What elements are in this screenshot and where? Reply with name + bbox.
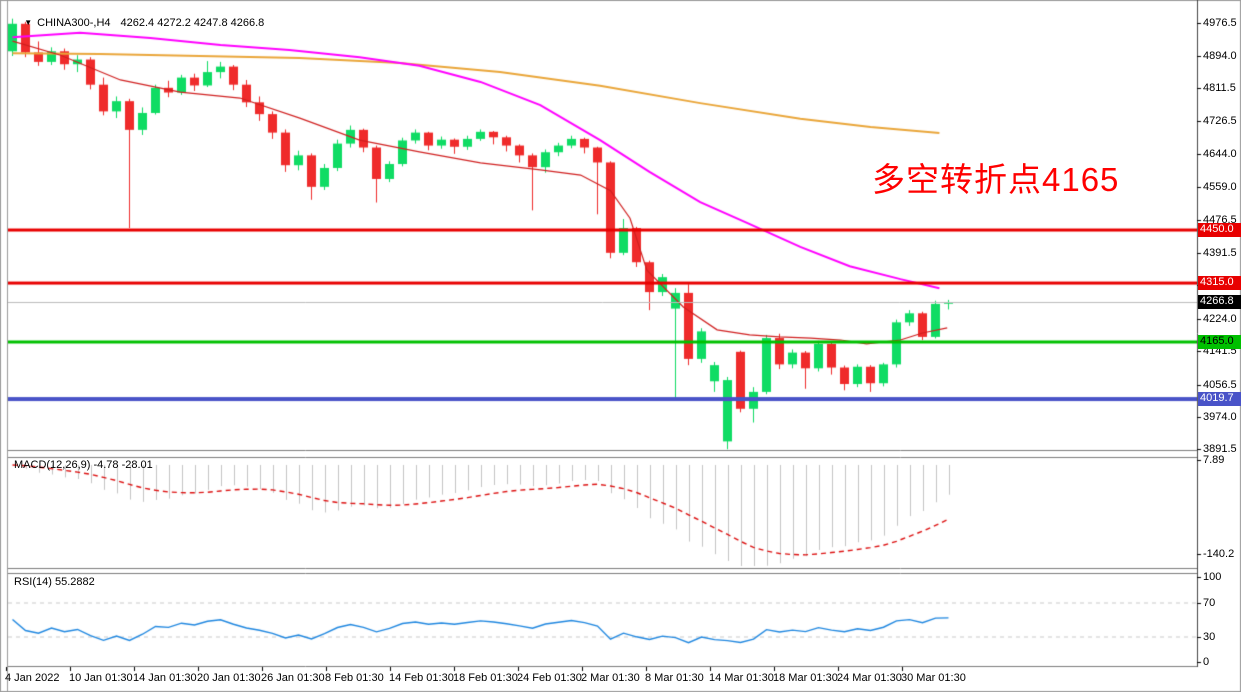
time-tick-label: 8 Mar 01:30 xyxy=(645,672,704,684)
time-tick-label: 24 Mar 01:30 xyxy=(837,672,902,684)
chart-title: ▼ CHINA300-,H4 4262.4 4272.2 4247.8 4266.8 xyxy=(12,5,264,41)
rsi-tick-label: 0 xyxy=(1203,656,1210,668)
time-tick-label: 8 Feb 01:30 xyxy=(325,672,384,684)
annotation-text: 多空转折点4165 xyxy=(872,161,1120,198)
collapse-triangle-icon[interactable]: ▼ xyxy=(24,18,33,27)
price-line-badge[interactable]: 4315.0 xyxy=(1198,276,1241,291)
price-tick-label: 4559.0 xyxy=(1203,181,1237,194)
price-tick-label: 4056.5 xyxy=(1203,378,1237,391)
time-tick-label: 14 Feb 01:30 xyxy=(389,672,454,684)
ohlc-values-label: 4262.4 4272.2 4247.8 4266.8 xyxy=(120,17,265,29)
current-price-badge: 4266.8 xyxy=(1198,295,1241,309)
time-tick-label: 10 Jan 01:30 xyxy=(69,672,133,684)
price-line-badge[interactable]: 4165.0 xyxy=(1198,334,1241,349)
time-tick-label: 26 Jan 01:30 xyxy=(261,672,325,684)
time-tick-label: 4 Jan 2022 xyxy=(5,672,60,684)
price-tick-label: 4644.0 xyxy=(1203,147,1237,160)
time-tick-label: 24 Feb 01:30 xyxy=(517,672,582,684)
symbol-label: CHINA300-,H4 xyxy=(37,17,111,29)
price-tick-label: 4391.5 xyxy=(1203,247,1237,259)
price-tick-label: 4726.5 xyxy=(1203,115,1237,128)
macd-tick-label: 7.89 xyxy=(1203,453,1225,466)
rsi-tick-label: 30 xyxy=(1203,630,1216,643)
macd-label: MACD(12,26,9) -4.78 -28.01 xyxy=(14,459,153,471)
price-tick-label: 4811.5 xyxy=(1203,82,1236,94)
price-line-badge[interactable]: 4019.7 xyxy=(1198,392,1241,407)
price-tick-label: 4976.5 xyxy=(1203,17,1237,30)
price-tick-label: 3891.5 xyxy=(1203,443,1237,456)
time-tick-label: 14 Mar 01:30 xyxy=(709,672,774,684)
price-tick-label: 4224.0 xyxy=(1203,312,1237,325)
macd-tick-label: -140.2 xyxy=(1203,547,1235,560)
rsi-tick-label: 70 xyxy=(1203,596,1216,609)
time-tick-label: 14 Jan 01:30 xyxy=(133,672,197,684)
time-tick-label: 18 Feb 01:30 xyxy=(453,672,518,684)
price-tick-label: 4476.5 xyxy=(1203,213,1237,226)
rsi-tick-label: 100 xyxy=(1203,571,1222,583)
time-tick-label: 2 Mar 01:30 xyxy=(581,672,640,684)
price-line-badge[interactable]: 4450.0 xyxy=(1198,223,1241,238)
time-tick-label: 30 Mar 01:30 xyxy=(901,672,966,684)
rsi-label: RSI(14) 55.2882 xyxy=(14,576,95,588)
price-tick-label: 4894.0 xyxy=(1203,49,1237,62)
price-tick-label: 3974.0 xyxy=(1203,411,1237,424)
time-tick-label: 20 Jan 01:30 xyxy=(197,672,261,684)
time-tick-label: 18 Mar 01:30 xyxy=(773,672,838,684)
